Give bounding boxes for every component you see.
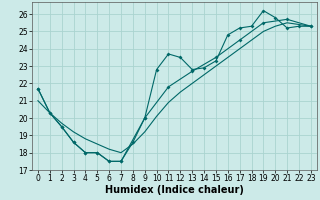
X-axis label: Humidex (Indice chaleur): Humidex (Indice chaleur) bbox=[105, 185, 244, 195]
